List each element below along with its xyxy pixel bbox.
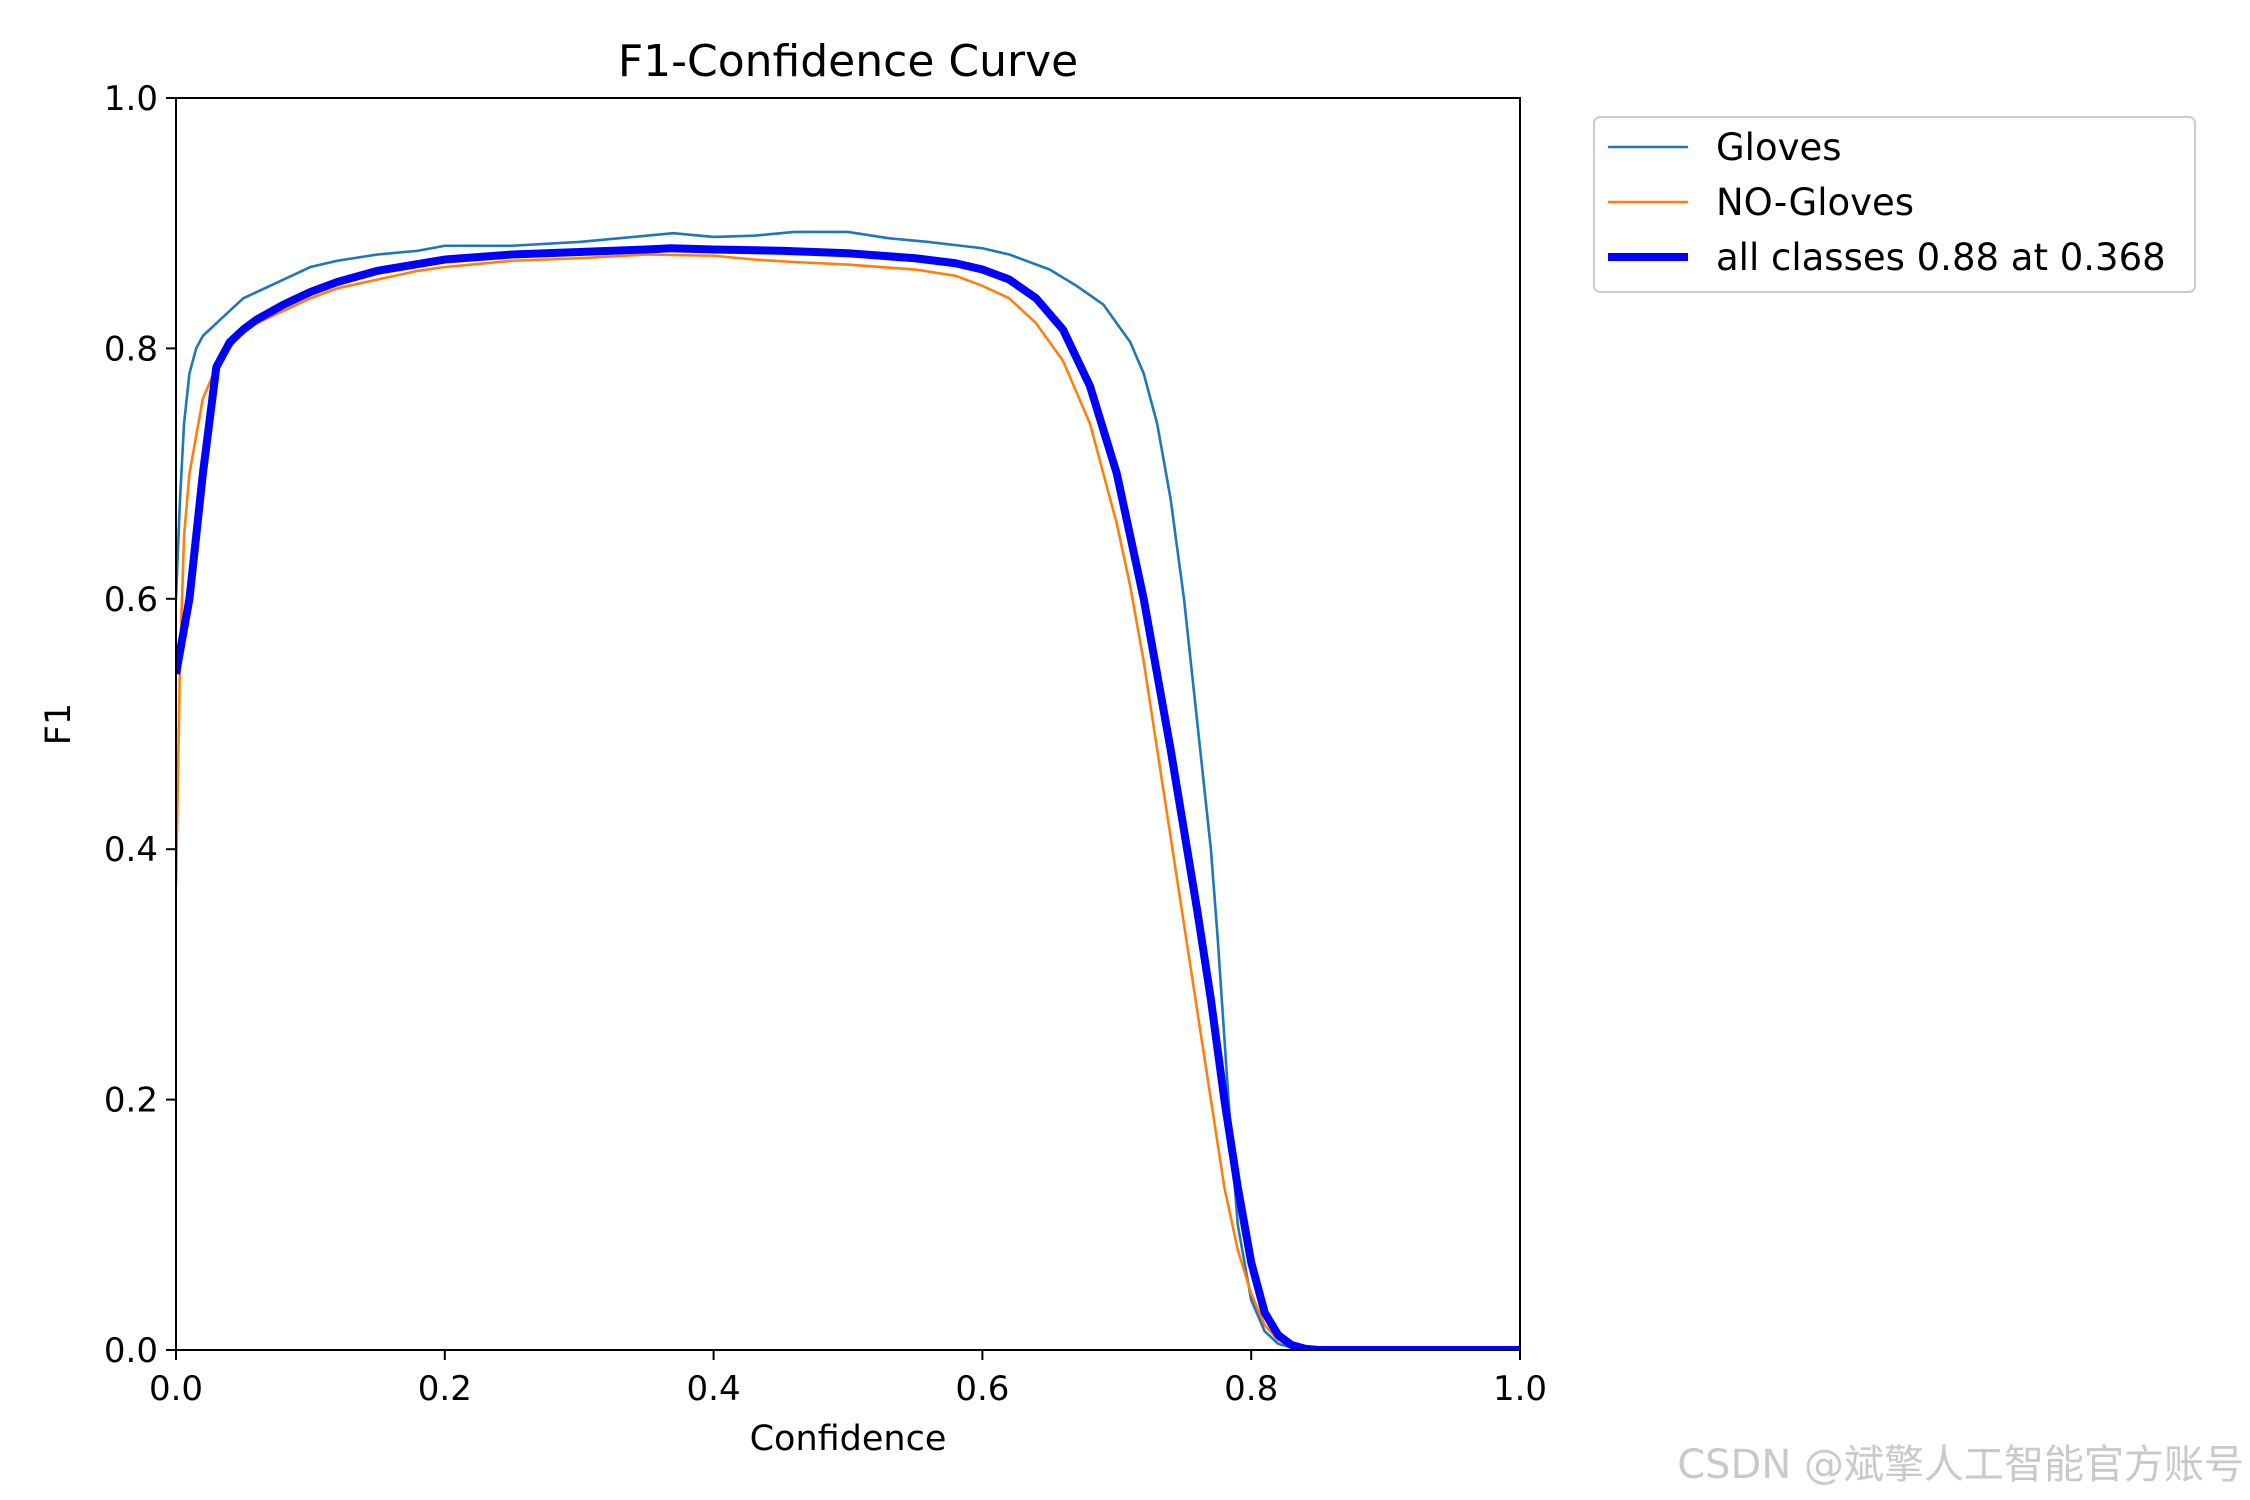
y-tick-label: 0.6 [104,580,158,620]
legend: Gloves NO-Gloves all classes 0.88 at 0.368 [1593,116,2196,293]
x-tick-label: 1.0 [1493,1369,1547,1409]
legend-label: Gloves [1716,126,1842,169]
x-axis: 0.0 0.2 0.4 0.6 0.8 1.0 [149,1350,1547,1409]
y-tick-label: 0.2 [104,1081,158,1121]
legend-frame [1593,116,2196,293]
y-tick-label: 0.0 [104,1331,158,1371]
watermark-text: CSDN @斌擎人工智能官方账号 [1677,1442,2244,1488]
x-tick-label: 0.8 [1224,1369,1278,1409]
series-line-2 [176,244,1520,1350]
legend-label: all classes 0.88 at 0.368 [1716,236,2166,279]
y-axis: 0.0 0.2 0.4 0.6 0.8 1.0 [104,79,176,1371]
legend-label: NO-Gloves [1716,181,1914,224]
x-tick-label: 0.0 [149,1369,203,1409]
x-tick-label: 0.2 [418,1369,472,1409]
plot-frame [175,97,1521,1351]
chart-title: F1-Confidence Curve [618,36,1078,87]
y-tick-label: 0.8 [104,329,158,369]
y-tick-label: 0.4 [104,830,158,870]
plot-area [175,97,1521,1351]
series-layer [176,230,1520,1350]
x-tick-label: 0.6 [955,1369,1009,1409]
y-tick-label: 1.0 [104,79,158,119]
x-axis-label: Confidence [750,1419,947,1459]
x-tick-label: 0.4 [687,1369,741,1409]
y-axis-label: F1 [39,703,79,745]
